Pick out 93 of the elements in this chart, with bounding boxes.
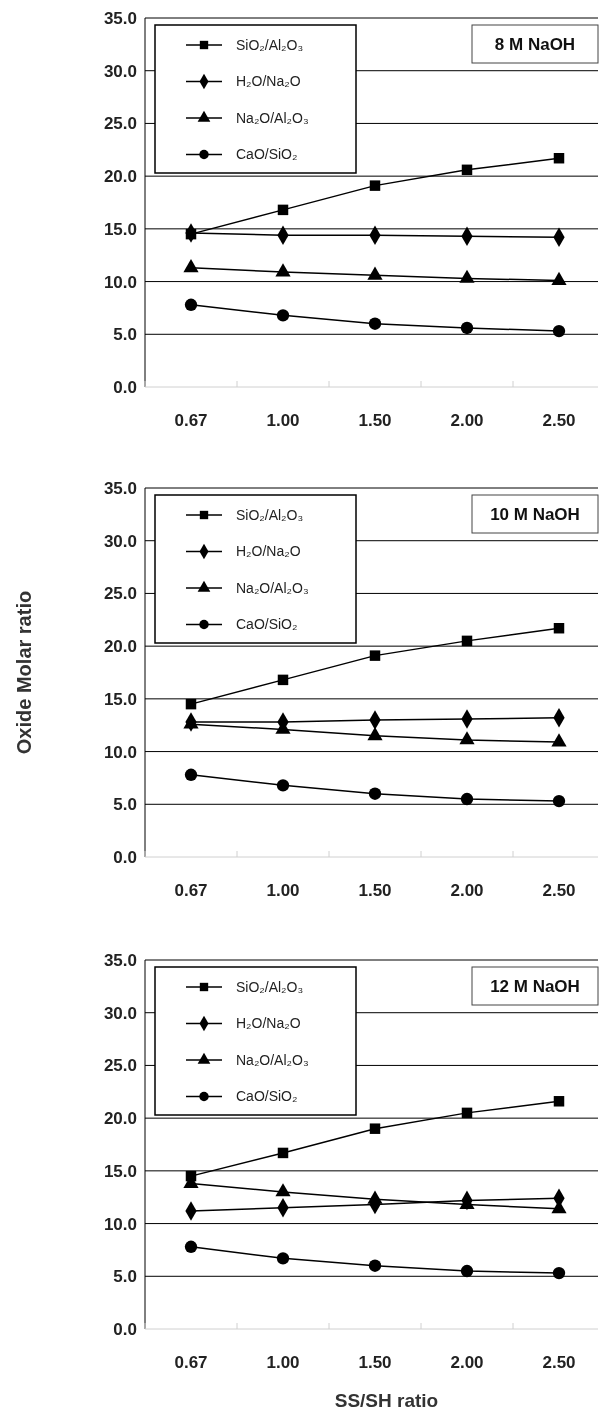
point — [551, 271, 567, 285]
point — [277, 204, 289, 216]
y-tick-label: 25.0 — [103, 1056, 137, 1076]
y-tick-label: 10.0 — [103, 272, 137, 292]
point — [367, 266, 383, 280]
point — [369, 1123, 381, 1134]
y-tick-label: 25.0 — [103, 584, 137, 604]
legend-label: SiO₂/Al₂O₃ — [236, 978, 304, 995]
y-tick-label: 15.0 — [103, 689, 137, 709]
x-tick-label: 0.67 — [174, 411, 208, 430]
point — [460, 1264, 474, 1278]
y-tick-label: 10.0 — [103, 1214, 137, 1234]
y-axis-title: Oxide Molar ratio — [13, 590, 35, 755]
x-tick-label: 2.50 — [542, 411, 576, 430]
point — [276, 1252, 290, 1265]
x-tick-label: 2.00 — [450, 411, 484, 430]
point — [275, 1183, 291, 1197]
point — [461, 635, 473, 647]
x-tick-label: 1.50 — [358, 1353, 392, 1372]
x-tick-label: 0.67 — [174, 881, 208, 900]
text: 10 M NaOH — [490, 504, 580, 524]
y-tick-label: 35.0 — [103, 8, 137, 28]
point — [277, 1147, 289, 1159]
point — [553, 1096, 565, 1107]
x-tick-label: 2.00 — [450, 881, 484, 900]
y-tick-label: 0.0 — [113, 377, 137, 397]
y-tick-label: 30.0 — [103, 531, 137, 551]
point — [369, 180, 381, 191]
point — [368, 787, 382, 800]
x-tick-label: 0.67 — [174, 1353, 208, 1372]
y-tick-label: 20.0 — [103, 167, 137, 187]
point — [461, 164, 473, 176]
x-tick-label: 1.50 — [358, 411, 392, 430]
y-tick-label: 0.0 — [113, 1319, 137, 1339]
point — [459, 269, 475, 283]
point — [552, 794, 566, 808]
point — [183, 259, 199, 273]
y-tick-label: 20.0 — [103, 1109, 137, 1129]
legend-label: H₂O/Na₂O — [236, 543, 301, 560]
y-tick-label: 10.0 — [103, 742, 137, 762]
x-tick-label: 1.00 — [266, 411, 300, 430]
point — [276, 779, 290, 792]
x-tick-label: 1.50 — [358, 881, 392, 900]
y-tick-label: 35.0 — [103, 478, 137, 498]
point — [552, 1266, 566, 1280]
y-tick-label: 5.0 — [113, 795, 137, 815]
point — [275, 263, 291, 277]
point — [552, 324, 566, 338]
point — [184, 768, 198, 781]
legend-label: Na₂O/Al₂O₃ — [236, 1051, 309, 1068]
y-tick-label: 30.0 — [103, 61, 137, 81]
point — [460, 321, 474, 335]
x-tick-label: 1.00 — [266, 1353, 300, 1372]
point — [184, 298, 198, 311]
y-tick-label: 20.0 — [103, 637, 137, 657]
legend-label: SiO₂/Al₂O₃ — [236, 506, 304, 523]
y-tick-label: 5.0 — [113, 325, 137, 345]
y-tick-label: 0.0 — [113, 847, 137, 867]
y-tick-label: 5.0 — [113, 1267, 137, 1287]
x-tick-label: 1.00 — [266, 881, 300, 900]
point — [459, 731, 475, 745]
point — [461, 1107, 473, 1119]
point — [369, 650, 381, 661]
text: 8 M NaOH — [494, 34, 576, 54]
text: 12 M NaOH — [490, 976, 580, 996]
legend-label: Na₂O/Al₂O₃ — [236, 579, 309, 596]
y-tick-label: 15.0 — [103, 1161, 137, 1181]
legend-label: CaO/SiO₂ — [236, 616, 298, 633]
x-tick-label: 2.50 — [542, 881, 576, 900]
point — [367, 726, 383, 741]
legend-label: Na₂O/Al₂O₃ — [236, 109, 309, 126]
point — [277, 674, 289, 686]
y-tick-label: 15.0 — [103, 219, 137, 239]
x-axis-title: SS/SH ratio — [334, 1390, 439, 1411]
legend-label: H₂O/Na₂O — [236, 1015, 301, 1032]
x-tick-label: 2.00 — [450, 1353, 484, 1372]
legend-label: H₂O/Na₂O — [236, 73, 301, 90]
legend-label: CaO/SiO₂ — [236, 146, 298, 163]
y-tick-label: 35.0 — [103, 950, 137, 970]
point — [553, 152, 565, 164]
legend-label: CaO/SiO₂ — [236, 1088, 298, 1105]
point — [368, 1259, 382, 1272]
point — [553, 622, 565, 634]
point — [460, 792, 474, 806]
point — [184, 1240, 198, 1253]
legend-label: SiO₂/Al₂O₃ — [236, 36, 304, 53]
y-tick-label: 30.0 — [103, 1003, 137, 1023]
point — [551, 733, 567, 747]
point — [185, 698, 197, 710]
y-tick-label: 25.0 — [103, 114, 137, 134]
x-tick-label: 2.50 — [542, 1353, 576, 1372]
point — [368, 317, 382, 330]
point — [276, 309, 290, 322]
